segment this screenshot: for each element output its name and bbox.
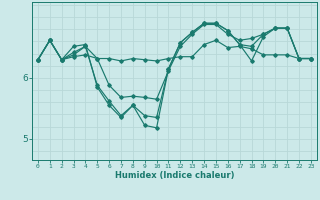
X-axis label: Humidex (Indice chaleur): Humidex (Indice chaleur) [115,171,234,180]
